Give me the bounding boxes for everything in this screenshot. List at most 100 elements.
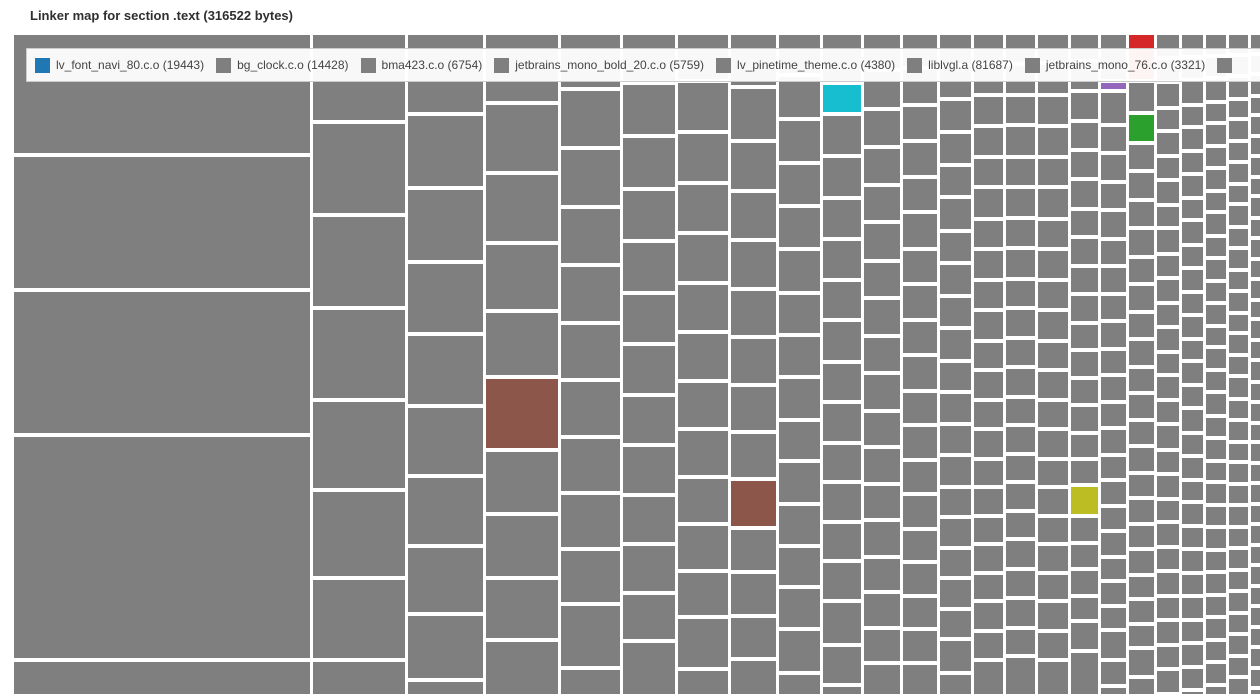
treemap-block[interactable]	[313, 492, 405, 576]
treemap-block[interactable]	[1129, 601, 1154, 622]
treemap-block[interactable]	[1071, 268, 1098, 292]
treemap-block[interactable]	[408, 264, 483, 332]
treemap-block[interactable]	[1038, 431, 1068, 457]
treemap-block[interactable]	[864, 111, 900, 145]
treemap-block[interactable]	[864, 149, 900, 183]
legend-item[interactable]: lv_pinetime_theme.c.o (4380)	[716, 57, 895, 73]
treemap-block[interactable]	[864, 594, 900, 626]
legend-item[interactable]: lv_font_navi_80.c.o (19443)	[35, 57, 204, 73]
treemap-block[interactable]	[1182, 622, 1203, 641]
treemap-block[interactable]	[731, 481, 776, 526]
treemap-block[interactable]	[1101, 296, 1126, 319]
treemap-block[interactable]	[1206, 463, 1226, 480]
treemap-block[interactable]	[779, 337, 820, 375]
treemap-block[interactable]	[1251, 444, 1260, 461]
treemap-block[interactable]	[903, 665, 937, 694]
treemap-block[interactable]	[1157, 671, 1179, 692]
treemap-block[interactable]	[14, 662, 310, 694]
treemap-block[interactable]	[779, 506, 820, 544]
treemap-block[interactable]	[940, 134, 971, 163]
treemap-block[interactable]	[1101, 608, 1126, 628]
treemap-block[interactable]	[779, 165, 820, 204]
treemap-block[interactable]	[1251, 321, 1260, 338]
treemap-block[interactable]	[561, 551, 620, 602]
treemap-block[interactable]	[1071, 407, 1098, 431]
treemap-block[interactable]	[1157, 280, 1179, 301]
treemap-block[interactable]	[1071, 518, 1098, 541]
treemap-block[interactable]	[779, 548, 820, 585]
treemap-block[interactable]	[864, 630, 900, 661]
treemap-block[interactable]	[561, 439, 620, 491]
treemap-block[interactable]	[1229, 422, 1248, 440]
treemap-block[interactable]	[1229, 121, 1248, 139]
treemap-block[interactable]	[903, 107, 937, 139]
treemap-block[interactable]	[823, 85, 861, 112]
treemap-block[interactable]	[940, 363, 971, 390]
treemap-block[interactable]	[1229, 229, 1248, 246]
treemap-block[interactable]	[561, 325, 620, 378]
treemap-block[interactable]	[974, 431, 1003, 457]
treemap-block[interactable]	[1006, 97, 1035, 123]
treemap-block[interactable]	[1157, 305, 1179, 325]
treemap-block[interactable]	[731, 143, 776, 189]
treemap-block[interactable]	[1206, 170, 1226, 189]
treemap-block[interactable]	[486, 516, 558, 576]
treemap-block[interactable]	[1129, 230, 1154, 255]
treemap-block[interactable]	[1038, 546, 1068, 571]
treemap-block[interactable]	[1229, 486, 1248, 503]
treemap-block[interactable]	[1101, 404, 1126, 426]
treemap-block[interactable]	[974, 372, 1003, 398]
treemap-block[interactable]	[779, 208, 820, 247]
treemap-block[interactable]	[1157, 573, 1179, 594]
treemap-block[interactable]	[1251, 35, 1260, 52]
legend-item[interactable]: jetbrains_mono_bold_20.c.o (5759)	[494, 57, 704, 73]
treemap-block[interactable]	[1182, 458, 1203, 478]
treemap-block[interactable]	[823, 282, 861, 318]
treemap-block[interactable]	[864, 449, 900, 482]
treemap-block[interactable]	[408, 336, 483, 404]
treemap-block[interactable]	[1071, 545, 1098, 567]
treemap-block[interactable]	[823, 563, 861, 599]
treemap-block[interactable]	[561, 495, 620, 547]
treemap-block[interactable]	[1071, 435, 1098, 457]
treemap-block[interactable]	[623, 295, 675, 342]
treemap-block[interactable]	[779, 631, 820, 671]
treemap-block[interactable]	[1182, 669, 1203, 688]
treemap-block[interactable]	[1129, 173, 1154, 198]
treemap-block[interactable]	[1071, 487, 1098, 514]
treemap-block[interactable]	[1129, 202, 1154, 226]
treemap-block[interactable]	[1157, 524, 1179, 545]
treemap-block[interactable]	[678, 431, 728, 475]
treemap-block[interactable]	[940, 611, 971, 637]
treemap-block[interactable]	[779, 589, 820, 627]
treemap-block[interactable]	[1229, 357, 1248, 374]
treemap-block[interactable]	[1006, 541, 1035, 567]
treemap-block[interactable]	[940, 489, 971, 515]
treemap-block[interactable]	[561, 382, 620, 435]
treemap-block[interactable]	[823, 158, 861, 196]
treemap-block[interactable]	[1006, 250, 1035, 277]
treemap-block[interactable]	[1157, 622, 1179, 643]
treemap-block[interactable]	[1251, 138, 1260, 154]
treemap-block[interactable]	[1229, 272, 1248, 289]
treemap-block[interactable]	[779, 675, 820, 694]
treemap-block[interactable]	[1182, 387, 1203, 406]
treemap-block[interactable]	[1229, 206, 1248, 225]
treemap-block[interactable]	[940, 426, 971, 453]
treemap-block[interactable]	[1251, 485, 1260, 502]
treemap-block[interactable]	[864, 187, 900, 220]
treemap-block[interactable]	[313, 402, 405, 488]
treemap-block[interactable]	[1038, 372, 1068, 398]
treemap-block[interactable]	[1206, 687, 1226, 694]
legend-item[interactable]: bg_clock.c.o (14428)	[216, 57, 349, 73]
treemap-block[interactable]	[864, 338, 900, 371]
treemap-block[interactable]	[486, 175, 558, 241]
treemap-block[interactable]	[1101, 533, 1126, 555]
treemap-block[interactable]	[864, 665, 900, 694]
treemap-block[interactable]	[974, 189, 1003, 217]
treemap-block[interactable]	[1071, 571, 1098, 594]
treemap-block[interactable]	[974, 97, 1003, 124]
treemap-block[interactable]	[1038, 603, 1068, 629]
treemap-block[interactable]	[940, 457, 971, 485]
treemap-block[interactable]	[1101, 430, 1126, 453]
